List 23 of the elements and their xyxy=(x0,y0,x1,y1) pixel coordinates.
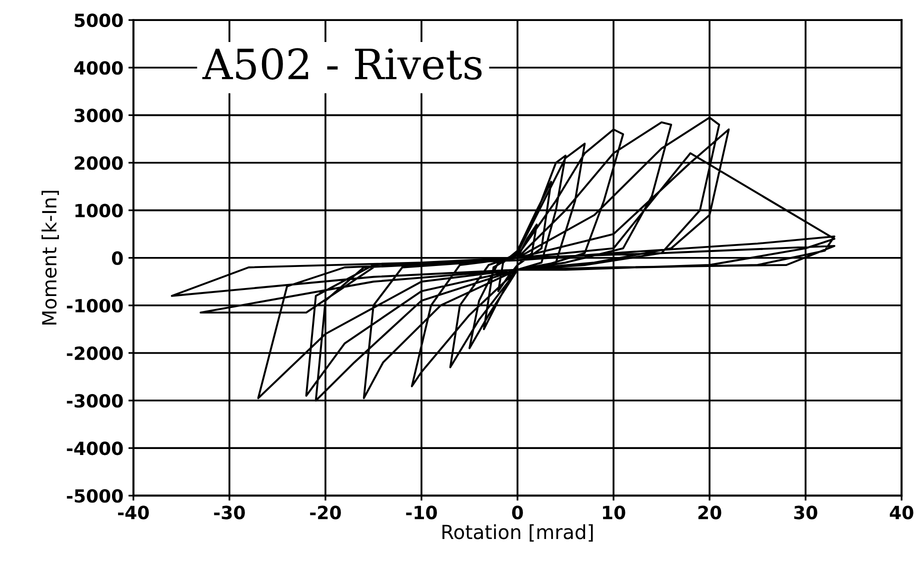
y-tick-label: -3000 xyxy=(66,394,123,408)
x-tick-label: -30 xyxy=(214,506,245,520)
text: A502 - Rivets xyxy=(202,48,482,80)
x-axis-title: Rotation [mrad] xyxy=(442,524,593,542)
x-tick-label: -10 xyxy=(406,506,437,520)
y-tick-label: 2000 xyxy=(74,156,123,170)
y-tick-label: 5000 xyxy=(74,14,123,28)
y-tick-label: 0 xyxy=(112,251,123,265)
x-tick-label: 20 xyxy=(698,506,722,520)
y-tick-label: 1000 xyxy=(75,204,123,218)
y-tick-label: -4000 xyxy=(66,442,123,456)
y-tick-label: 3000 xyxy=(74,108,123,122)
y-tick-label: -1000 xyxy=(66,298,123,313)
x-tick-label: -40 xyxy=(118,506,149,520)
y-axis-title: Moment [k-In] xyxy=(42,190,59,325)
y-tick-label: 4000 xyxy=(74,61,123,75)
x-tick-label: 10 xyxy=(603,506,626,520)
x-tick-label: 40 xyxy=(890,506,914,520)
y-tick-label: -2000 xyxy=(66,346,123,360)
y-tick-label: -5000 xyxy=(66,489,123,503)
x-tick-label: 0 xyxy=(512,506,523,520)
x-tick-label: 30 xyxy=(794,506,818,520)
x-tick-label: -20 xyxy=(310,506,341,520)
